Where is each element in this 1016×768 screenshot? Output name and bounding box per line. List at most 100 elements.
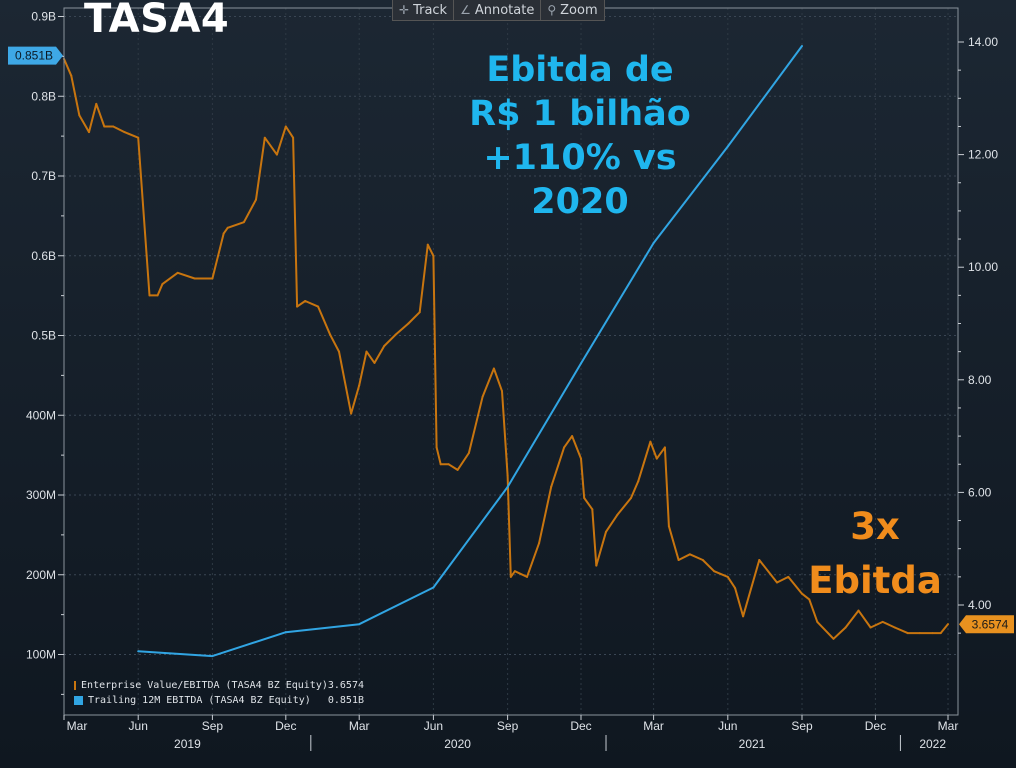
ev-ebitda-point (931, 632, 934, 635)
legend-item-ev-ebitda: Enterprise Value/EBITDA (TASA4 BZ Equity… (74, 678, 364, 693)
ev-ebitda-point (734, 587, 737, 590)
ebitda-annotation-line-3: +110% vs 2020 (483, 138, 677, 222)
ev-ebitda-point (713, 570, 716, 573)
legend-label: Trailing 12M EBITDA (TASA4 BZ Equity) (88, 695, 311, 706)
right-tick-label: 12.00 (968, 148, 998, 162)
ev-ebitda-point (88, 131, 91, 134)
ev-ebitda-point (832, 637, 835, 640)
ebitda-point (211, 655, 214, 658)
x-month-label: Mar (67, 719, 88, 733)
x-month-label: Mar (349, 719, 370, 733)
x-month-label: Dec (275, 719, 296, 733)
ev-ebitda-point (292, 136, 295, 139)
series-line-ev-ebitda (63, 58, 949, 640)
ev-ebitda-point (394, 333, 397, 336)
ev-ebitda-point (506, 474, 509, 477)
ev-ebitda-point (742, 615, 745, 618)
legend-value: 0.851B (327, 695, 364, 706)
ev-ebitda-point (857, 609, 860, 612)
ev-ebitda-point (350, 412, 353, 415)
x-month-label: Mar (938, 719, 959, 733)
ev-ebitda-point (663, 446, 666, 449)
ev-ebitda-point (580, 457, 583, 460)
ev-ebitda-point (123, 131, 126, 134)
legend-label: Enterprise Value/EBITDA (TASA4 BZ Equity… (81, 680, 328, 691)
ebitda-point (137, 650, 140, 653)
badge-shape (8, 46, 63, 65)
badge-value: 0.851B (15, 49, 53, 63)
ev-ebitda-point (365, 350, 368, 353)
legend-swatch-orange (74, 681, 77, 690)
ebitda-point (652, 241, 655, 244)
ev-ebitda-point (939, 632, 942, 635)
ev-ebitda-point (667, 525, 670, 528)
left-tick-label: 300M (26, 488, 56, 502)
ev-ebitda-point (284, 125, 287, 128)
ev-ebitda-point (317, 305, 320, 308)
right-tick-label: 4.00 (968, 598, 992, 612)
ev-ebitda-point (605, 530, 608, 533)
track-button[interactable]: ✛ Track (393, 0, 455, 20)
ev-ebitda-point (688, 553, 691, 556)
crosshair-icon: ✛ (399, 3, 410, 17)
ev-ebitda-point (222, 232, 225, 235)
ev-ebitda-point (329, 333, 332, 336)
ebitda-point (726, 145, 729, 148)
zoom-button[interactable]: ⚲ Zoom (541, 0, 603, 20)
ebitda-point (284, 631, 287, 634)
ebitda-annotation: Ebitda de R$ 1 bilhão +110% vs 2020 (430, 48, 730, 224)
ev-ebitda-point (426, 243, 429, 246)
ev-ebitda-point (525, 575, 528, 578)
left-tick-label: 100M (26, 648, 56, 662)
ev-ebitda-point (338, 350, 341, 353)
ev-ebitda-point (432, 254, 435, 257)
ev-ebitda-point (481, 395, 484, 398)
badge-value: 3.6574 (972, 617, 1009, 631)
track-label: Track (413, 2, 448, 18)
x-month-label: Mar (643, 719, 664, 733)
ev-ebitda-point (439, 463, 442, 466)
right-tick-label: 8.00 (968, 373, 992, 387)
ev-ebitda-point (918, 632, 921, 635)
ev-ebitda-point (492, 367, 495, 370)
ev-ebitda-point (869, 626, 872, 629)
left-tick-label: 0.8B (31, 89, 56, 103)
x-month-label: Jun (424, 719, 443, 733)
last-value-badge-left: 0.851B (8, 46, 63, 65)
legend-item-ebitda: Trailing 12M EBITDA (TASA4 BZ Equity) 0.… (74, 693, 364, 708)
ticker-title: TASA4 (84, 0, 230, 42)
ev-ebitda-point (467, 451, 470, 454)
ev-ebitda-point (776, 581, 779, 584)
left-tick-label: 0.9B (31, 10, 56, 24)
ev-ebitda-point (550, 485, 553, 488)
ev-ebitda-point (947, 623, 949, 626)
ev-ebitda-point (418, 311, 421, 314)
ev-ebitda-point (456, 468, 459, 471)
ev-ebitda-point (583, 497, 586, 500)
ev-ebitda-point (435, 446, 438, 449)
x-month-label: Sep (202, 719, 224, 733)
ev-ebitda-point (193, 277, 196, 280)
ev-ebitda-point (616, 513, 619, 516)
ebitda-point (801, 45, 804, 48)
right-tick-label: 6.00 (968, 485, 992, 499)
x-month-label: Sep (497, 719, 519, 733)
ev-ebitda-point (513, 570, 516, 573)
ev-ebitda-point (275, 153, 278, 156)
ev-ebitda-point (358, 384, 361, 387)
last-value-badge-right: 3.6574 (959, 615, 1014, 634)
ev-ebitda-point (211, 277, 214, 280)
ev-ebitda-point (176, 271, 179, 274)
magnifier-icon: ⚲ (547, 3, 557, 17)
ev-ebitda-point (263, 136, 266, 139)
annotate-button[interactable]: ∠ Annotate (454, 0, 542, 20)
ev-ebitda-point (701, 558, 704, 561)
x-month-label: Sep (791, 719, 813, 733)
series-line-ebitda (138, 45, 803, 658)
ev-ebitda-point (630, 497, 633, 500)
ev-ebitda-point (373, 361, 376, 364)
ev-ebitda-point (595, 564, 598, 567)
ebitda-annotation-line-1: Ebitda de (486, 50, 674, 90)
annotate-label: Annotate (474, 2, 535, 18)
ev-ebitda-point (816, 620, 819, 623)
